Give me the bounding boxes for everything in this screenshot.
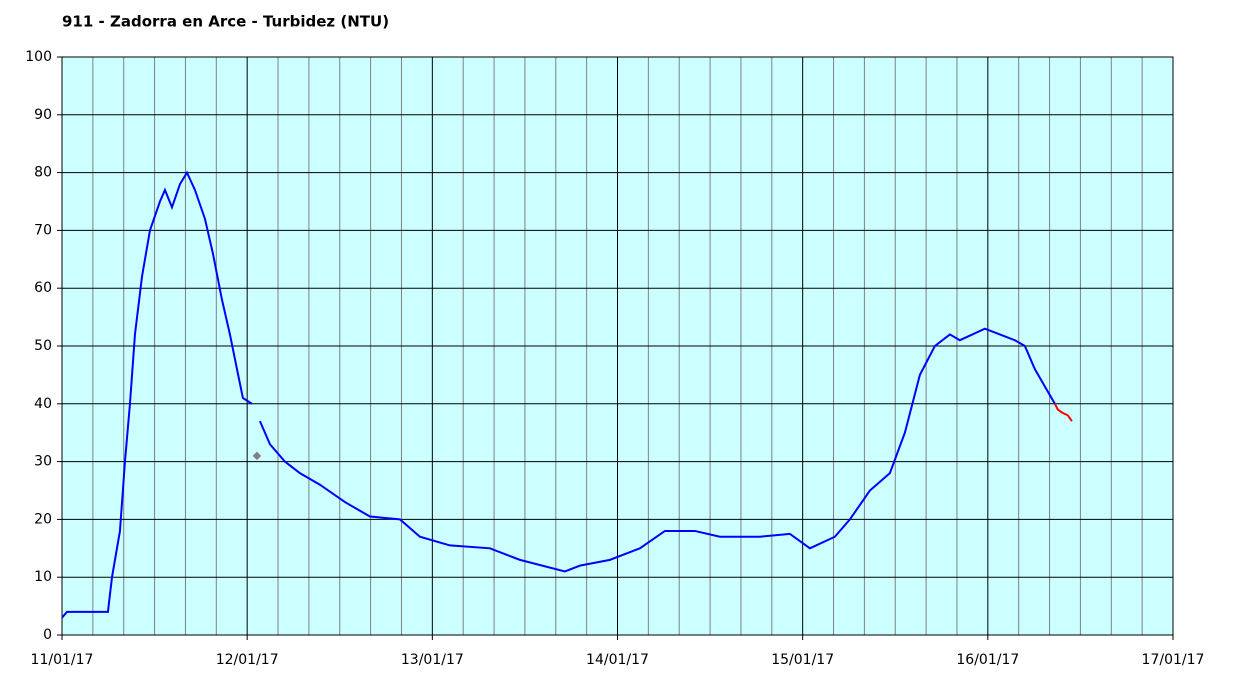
data-line [61, 170, 1056, 619]
y-tick-label: 90 [34, 107, 52, 123]
x-tick-label: 11/01/17 [31, 652, 94, 668]
x-tick-label: 14/01/17 [586, 652, 649, 668]
x-tick-label: 15/01/17 [771, 652, 834, 668]
x-tick-label: 13/01/17 [401, 652, 464, 668]
y-tick-label: 100 [25, 49, 52, 65]
y-tick-label: 0 [43, 627, 52, 643]
x-tick-label: 12/01/17 [216, 652, 279, 668]
y-tick-label: 70 [34, 222, 52, 238]
y-tick-label: 20 [34, 511, 52, 527]
y-tick-label: 60 [34, 280, 52, 296]
y-tick-label: 30 [34, 454, 52, 470]
y-tick-label: 10 [34, 569, 52, 585]
data-line [1053, 403, 1073, 422]
y-tick-label: 80 [34, 165, 52, 181]
chart-title: 911 - Zadorra en Arce - Turbidez (NTU) [62, 13, 389, 31]
x-tick-label: 16/01/17 [956, 652, 1019, 668]
plot-border [61, 56, 1174, 636]
data-point [252, 451, 262, 461]
y-tick-label: 50 [34, 338, 52, 354]
x-tick-label: 17/01/17 [1142, 652, 1205, 668]
y-tick-label: 40 [34, 396, 52, 412]
